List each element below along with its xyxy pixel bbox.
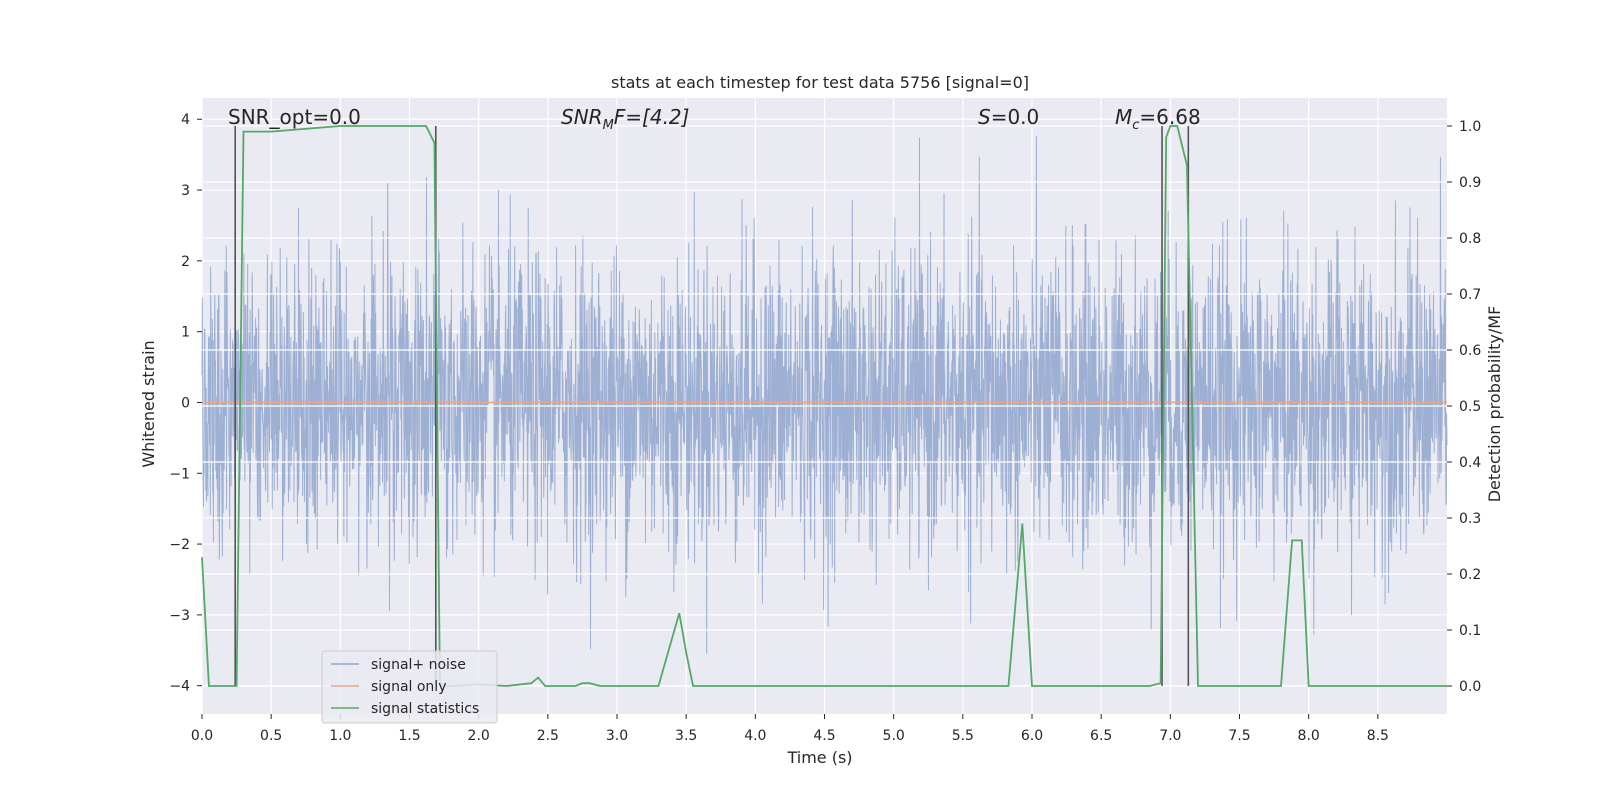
x-tick-label: 8.5: [1367, 728, 1389, 744]
x-tick-label: 4.0: [744, 728, 766, 744]
y-tick-label: 2: [181, 254, 190, 270]
y-tick-label: −4: [169, 679, 190, 695]
x-tick-label: 1.5: [398, 728, 420, 744]
signal-statistics-series: [201, 125, 1447, 687]
x-tick-label: 8.0: [1298, 728, 1320, 744]
y2-tick-label: 0.9: [1459, 175, 1481, 191]
signal-statistics-line: [201, 125, 1447, 687]
x-tick-label: 7.0: [1159, 728, 1181, 744]
y-tick-label: 0: [181, 395, 190, 411]
y2-axis-label: Detection probability/MF: [1485, 306, 1504, 503]
annotation-snr-opt: SNR_opt=0.0: [228, 105, 361, 129]
x-tick-label: 3.5: [675, 728, 697, 744]
y2-tick-label: 0.1: [1459, 623, 1481, 639]
legend-label-signal-only: signal only: [371, 679, 446, 695]
x-tick-label: 4.5: [813, 728, 835, 744]
y2-axis-ticks: 1.0 0.9 0.8 0.7 0.6 0.5 0.4 0.3 0.2 0.1 0.0: [1447, 119, 1481, 695]
y-axis-ticks: 4 3 2 1 0 −1 −2 −3 −4: [169, 112, 202, 695]
x-tick-label: 6.5: [1090, 728, 1112, 744]
x-tick-label: 2.0: [468, 728, 490, 744]
y2-tick-label: 0.6: [1459, 343, 1481, 359]
y2-tick-label: 0.0: [1459, 679, 1481, 695]
y2-tick-label: 0.7: [1459, 287, 1481, 303]
signal-plus-noise-series: [201, 136, 1448, 654]
y2-tick-label: 0.3: [1459, 511, 1481, 527]
legend-label-signal-statistics: signal statistics: [371, 701, 479, 717]
y-tick-label: 4: [181, 112, 190, 128]
y2-tick-label: 0.8: [1459, 231, 1481, 247]
y-axis-label: Whitened strain: [139, 340, 158, 467]
x-tick-label: 6.0: [1021, 728, 1043, 744]
y2-tick-label: 0.2: [1459, 567, 1481, 583]
x-tick-label: 5.0: [883, 728, 905, 744]
legend-box: [321, 650, 498, 724]
y-tick-label: −1: [169, 466, 190, 482]
x-tick-label: 0.5: [260, 728, 282, 744]
y-tick-label: 1: [181, 325, 190, 341]
x-tick-label: 0.0: [191, 728, 213, 744]
annotation-mc: Mc=6.68: [1115, 105, 1201, 133]
x-axis-ticks: 0.0 0.5 1.0 1.5 2.0 2.5 3.0 3.5 4.0 4.5 5.0 5.5 6.0 6…: [191, 714, 1389, 744]
chart-title: stats at each timestep for test data 575…: [611, 73, 1029, 92]
signal-plus-noise-line: [201, 136, 1448, 654]
y2-tick-label: 1.0: [1459, 119, 1481, 135]
y2-tick-label: 0.5: [1459, 399, 1481, 415]
x-axis-label: Time (s): [786, 748, 852, 767]
y-tick-label: −3: [169, 608, 190, 624]
x-tick-label: 1.0: [329, 728, 351, 744]
annotation-snr-mf: SNRMF=[4.2]: [561, 105, 689, 133]
legend: signal+ noise signal only signal statist…: [321, 650, 498, 724]
annotation-s: S=0.0: [978, 105, 1039, 129]
y2-tick-label: 0.4: [1459, 455, 1481, 471]
x-tick-label: 7.5: [1228, 728, 1250, 744]
x-tick-label: 5.5: [952, 728, 974, 744]
legend-label-signal-plus-noise: signal+ noise: [371, 657, 466, 673]
x-tick-label: 3.0: [606, 728, 628, 744]
y-tick-label: 3: [181, 183, 190, 199]
x-tick-label: 2.5: [537, 728, 559, 744]
y-tick-label: −2: [169, 537, 190, 553]
